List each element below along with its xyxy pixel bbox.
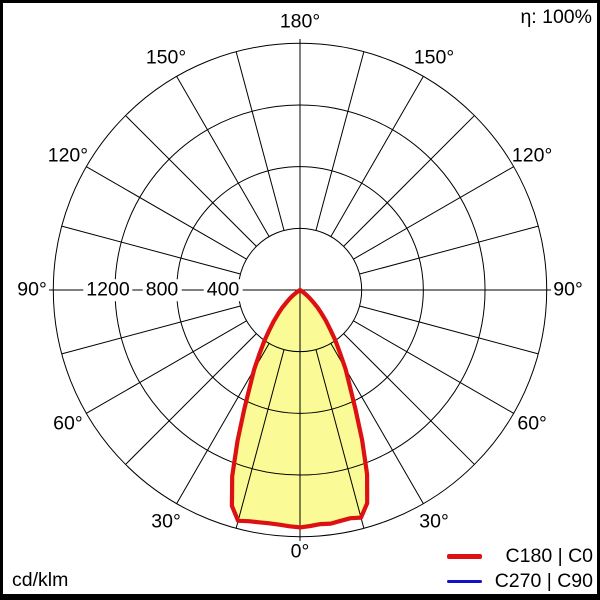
legend: C180 | C0 C270 | C90 <box>447 544 593 594</box>
angle-label-120-right: 120° <box>511 144 553 167</box>
unit-label: cd/klm <box>12 569 69 591</box>
legend-label: C270 | C90 <box>494 569 593 592</box>
angle-label-90-right: 90° <box>553 278 583 301</box>
grid-spoke <box>315 349 365 529</box>
intensity-curve-c180-c0 <box>229 287 370 530</box>
angle-label-150-right: 150° <box>413 46 455 69</box>
angle-label-30-right: 30° <box>419 510 449 533</box>
efficiency-label: η: 100% <box>520 6 592 28</box>
angle-label-90-left: 90° <box>17 278 47 301</box>
legend-line-icon <box>447 579 482 584</box>
grid-spoke <box>235 349 285 529</box>
grid-spoke <box>353 166 514 260</box>
grid-spoke <box>235 51 285 231</box>
grid-spoke <box>61 305 241 355</box>
legend-row-0: C180 | C0 <box>447 544 593 569</box>
angle-label-0: 0° <box>290 540 310 563</box>
angle-label-150-left: 150° <box>145 46 187 69</box>
legend-line-icon <box>447 554 482 559</box>
grid-spoke <box>330 76 424 237</box>
radial-tick-label-1200: 1200 <box>83 279 133 301</box>
grid-spoke <box>125 115 257 247</box>
radial-tick-label-800: 800 <box>142 279 182 301</box>
grid-spoke <box>86 320 247 414</box>
radial-tick-label-400: 400 <box>203 279 243 301</box>
angle-label-180: 180° <box>279 10 321 33</box>
grid-spoke <box>343 333 475 465</box>
legend-label: C180 | C0 <box>505 544 593 567</box>
angle-label-60-left: 60° <box>53 412 83 435</box>
polar-chart-svg <box>49 39 551 541</box>
grid-spoke <box>359 225 539 275</box>
grid-spoke <box>125 333 257 465</box>
grid-spoke <box>61 225 241 275</box>
angle-label-120-left: 120° <box>47 144 89 167</box>
grid-spoke <box>315 51 365 231</box>
grid-spoke <box>343 115 475 247</box>
grid-spoke <box>353 320 514 414</box>
polar-diagram: η: 100% cd/klm C180 | C0 C270 | C90 180° 1… <box>3 3 597 594</box>
grid-spoke <box>86 166 247 260</box>
legend-row-1: C270 | C90 <box>447 569 593 594</box>
angle-label-60-right: 60° <box>517 412 547 435</box>
grid-spoke <box>359 305 539 355</box>
angle-label-30-left: 30° <box>151 510 181 533</box>
grid-spoke <box>176 76 270 237</box>
